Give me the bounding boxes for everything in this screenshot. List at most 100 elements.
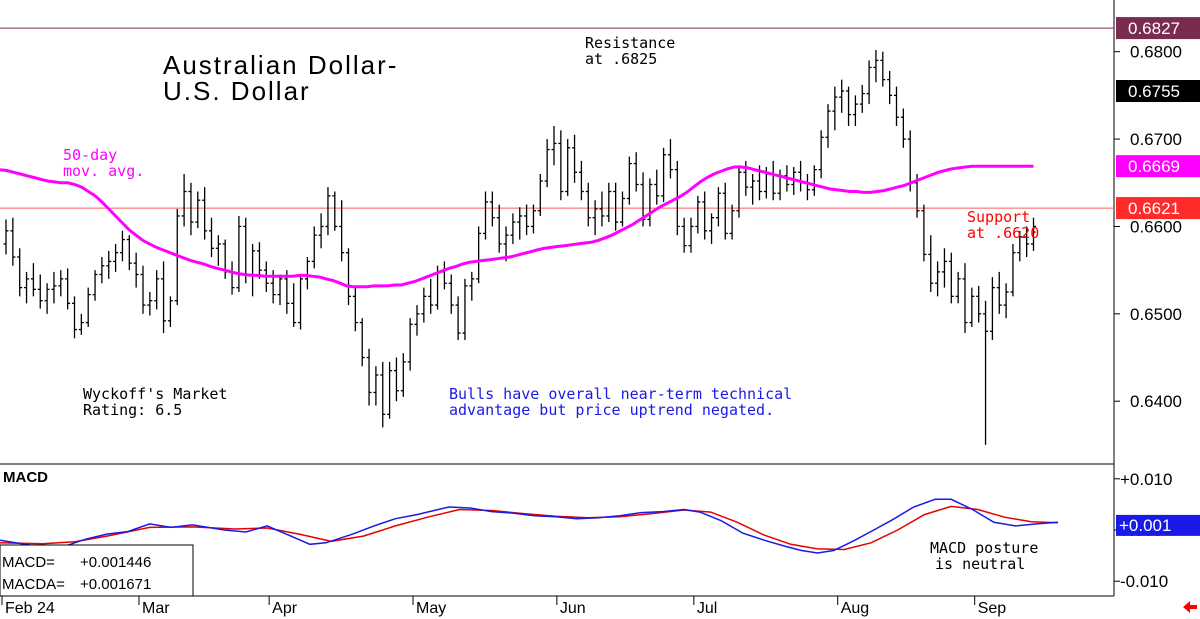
price-bar <box>620 191 625 227</box>
macd-tag: +0.001 <box>1116 514 1200 536</box>
price-bar <box>462 278 468 341</box>
price-bar <box>147 291 153 316</box>
price-bar <box>695 195 701 234</box>
price-tags: 0.6827 0.6755 0.6669 0.6621 <box>1116 17 1200 220</box>
month-label: May <box>416 600 446 617</box>
price-bar <box>24 271 30 304</box>
price-bar <box>900 108 906 148</box>
price-bar <box>928 235 934 292</box>
price-bar <box>346 248 351 306</box>
price-bar <box>92 270 98 301</box>
scroll-left-arrow-icon[interactable] <box>1183 601 1197 613</box>
price-bar <box>859 84 865 113</box>
price-bar <box>58 270 64 297</box>
price-bar <box>195 191 201 229</box>
price-bar <box>380 361 386 428</box>
price-bar <box>209 217 214 258</box>
price-bar <box>873 49 879 83</box>
price-bar <box>750 174 756 205</box>
price-tick-label: 0.6500 <box>1130 305 1182 324</box>
price-bar <box>359 318 365 367</box>
price-bar <box>325 187 331 236</box>
price-bar <box>647 178 653 227</box>
price-bar <box>99 257 105 284</box>
price-bar <box>989 277 995 341</box>
month-label: Aug <box>841 600 869 617</box>
price-bar <box>17 248 23 297</box>
price-bar <box>661 147 667 202</box>
price-bar <box>578 160 584 201</box>
price-bar <box>37 274 43 309</box>
ma-annotation-line2: mov. avg. <box>63 162 144 180</box>
price-bar <box>969 287 975 327</box>
price-bar <box>277 274 283 306</box>
price-bar <box>332 191 338 231</box>
price-bar <box>387 361 393 419</box>
price-bar <box>955 271 961 304</box>
month-label: Jul <box>697 600 717 617</box>
price-bar <box>983 300 989 445</box>
price-bar <box>133 252 139 288</box>
price-bar <box>400 353 406 397</box>
price-bar <box>51 271 57 304</box>
macd-tick-label: -0.010 <box>1120 572 1168 591</box>
price-bar <box>551 125 557 166</box>
price-tag-label: 0.6827 <box>1128 19 1180 38</box>
price-bar <box>866 60 872 105</box>
price-bar <box>339 200 345 262</box>
price-bar <box>30 263 36 297</box>
price-bar <box>181 174 187 227</box>
price-tick-label: 0.6400 <box>1130 392 1182 411</box>
price-bar <box>106 250 112 279</box>
price-bar <box>537 174 543 216</box>
price-bar <box>565 139 571 196</box>
wyckoff-annotation-line2: Rating: 6.5 <box>83 401 182 419</box>
price-bar <box>1031 217 1036 251</box>
price-bar <box>935 261 941 297</box>
price-bar <box>469 271 475 301</box>
price-bar <box>1010 243 1016 297</box>
price-bar <box>613 182 619 231</box>
price-bar <box>373 366 379 406</box>
price-bar <box>393 357 399 402</box>
price-bar <box>524 204 530 236</box>
price-tag: 0.6827 <box>1116 17 1200 40</box>
price-bar <box>880 51 886 87</box>
price-bar <box>517 207 523 240</box>
price-bar <box>722 182 728 240</box>
macd-line <box>0 498 1059 554</box>
price-bar <box>839 79 845 113</box>
price-bar <box>476 226 482 284</box>
macd-annotation-line1: MACD posture <box>930 539 1038 557</box>
price-bar <box>996 271 1002 314</box>
price-bar <box>894 86 899 126</box>
macd-readout-box <box>0 544 194 597</box>
price-bar <box>85 287 91 327</box>
price-bar <box>530 204 536 234</box>
price-tick-label: 0.6700 <box>1130 130 1182 149</box>
price-bar <box>352 287 358 332</box>
macd-readout-label: MACD= <box>2 554 55 571</box>
price-bar <box>846 86 852 126</box>
price-bar <box>256 242 262 279</box>
price-bar <box>72 296 77 339</box>
resistance-annotation-line1: Resistance <box>585 34 675 52</box>
price-bar <box>941 248 947 288</box>
price-tick-label: 0.6600 <box>1130 217 1182 236</box>
month-label: Mar <box>142 600 170 617</box>
price-bar <box>1003 283 1009 319</box>
price-bar <box>448 274 454 314</box>
support-annotation-line2: at .6620 <box>967 224 1039 242</box>
price-bar <box>113 243 119 272</box>
price-bar <box>65 268 71 310</box>
price-bar <box>592 200 598 236</box>
price-bar <box>154 270 160 310</box>
price-bar <box>202 187 208 240</box>
price-bar <box>544 139 550 188</box>
wyckoff-annotation-line1: Wyckoff's Market <box>83 385 228 403</box>
price-bar <box>825 104 831 148</box>
price-bar <box>852 95 858 126</box>
price-bar <box>962 263 968 334</box>
price-bar <box>311 226 317 269</box>
price-bar <box>161 261 167 334</box>
